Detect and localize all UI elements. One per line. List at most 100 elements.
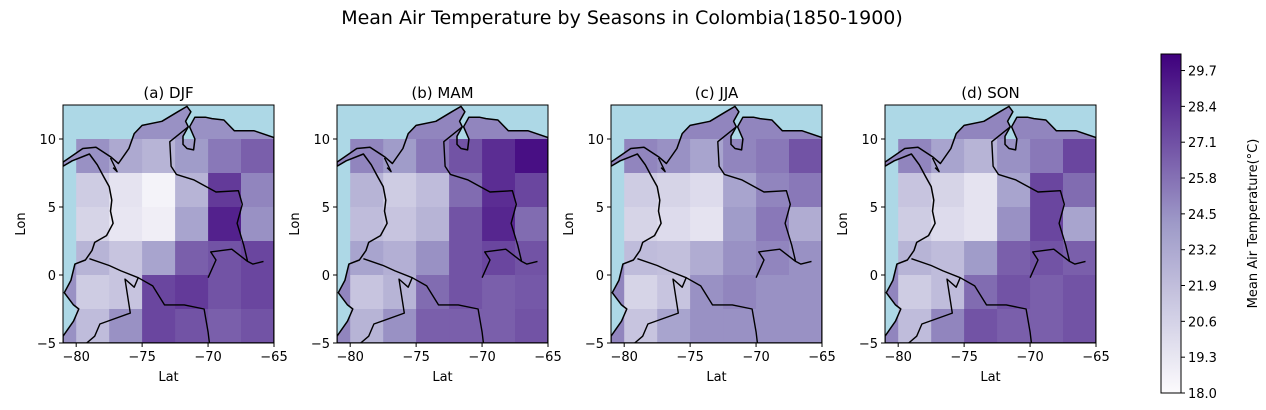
heatmap-cell [690, 207, 724, 242]
x-tick-label: −75 [950, 350, 977, 365]
map-panel-3: (c) JJA −80 −75 −70 −65 10 5 0 −5 Lat Lon [562, 84, 836, 385]
colorbar-tick-label: 23.2 [1188, 244, 1217, 259]
panel-title: (b) MAM [411, 84, 473, 102]
heatmap-cell [789, 241, 822, 276]
heatmap-cell [723, 173, 757, 208]
heatmap-cell [789, 173, 822, 208]
heatmap-cell [624, 275, 658, 310]
heatmap-cell [624, 207, 658, 242]
heatmap-cell [416, 241, 450, 276]
panel-title: (d) SON [961, 84, 1020, 102]
country-border [137, 277, 211, 343]
country-border [86, 258, 139, 343]
x-axis-label: Lat [158, 370, 178, 385]
coastline [337, 105, 548, 343]
heatmap-cell [1063, 241, 1096, 276]
heatmap-cell [789, 309, 822, 343]
axes-frame [336, 104, 549, 344]
y-tick-label: −5 [585, 337, 604, 352]
y-tick-label: 5 [870, 201, 878, 216]
heatmap-cell [350, 275, 384, 310]
heatmap-cell [416, 173, 450, 208]
heatmap-cell [997, 207, 1031, 242]
colorbar-tick-label: 27.1 [1188, 136, 1217, 151]
heatmap-cell [964, 309, 998, 343]
colorbar-label: Mean Air Temperature(°C) [1246, 139, 1261, 309]
heatmap-cell [208, 309, 242, 343]
x-tick-label: −70 [742, 350, 769, 365]
y-tick-label: 0 [870, 269, 878, 284]
heatmap-cell [964, 207, 998, 242]
x-tick-label: −80 [62, 350, 89, 365]
y-tick-label: 10 [313, 133, 330, 148]
map-area [63, 105, 274, 343]
map-area [337, 105, 548, 343]
figure-title: Mean Air Temperature by Seasons in Colom… [341, 7, 903, 29]
heatmap-cell [175, 207, 209, 242]
heatmap-cell [515, 241, 548, 276]
heatmap-cell [624, 139, 658, 174]
heatmap-cell [756, 207, 790, 242]
heatmap-cell [350, 207, 384, 242]
heatmap-cell [756, 309, 790, 343]
heatmap-cell [416, 275, 450, 310]
y-tick-label: 0 [596, 269, 604, 284]
y-tick-label: 10 [861, 133, 878, 148]
heatmap-cell [482, 275, 516, 310]
x-axis-label: Lat [706, 370, 726, 385]
country-border [383, 157, 392, 173]
axes-frame [610, 104, 823, 344]
y-tick-label: 10 [39, 133, 56, 148]
heatmap-cell [898, 207, 932, 242]
country-border [959, 277, 1033, 343]
heatmap-cell [964, 275, 998, 310]
heatmap-cell [1063, 207, 1096, 242]
heatmap-cell [931, 207, 965, 242]
colorbar-tick-label: 19.3 [1188, 351, 1217, 366]
colorbar-tick-label: 25.8 [1188, 172, 1217, 187]
y-tick-label: −5 [37, 337, 56, 352]
heatmap-cell [383, 241, 417, 276]
heatmap-cell [1030, 207, 1064, 242]
heatmap-cell [515, 173, 548, 208]
heatmap-cell [997, 309, 1031, 343]
heatmap-cell [142, 275, 176, 310]
x-tick-label: −80 [884, 350, 911, 365]
heatmap-cell [964, 173, 998, 208]
x-tick-label: −75 [128, 350, 155, 365]
y-tick-label: 0 [322, 269, 330, 284]
y-axis-label: Lon [836, 212, 851, 235]
x-tick-label: −75 [676, 350, 703, 365]
heatmap-cell [449, 275, 483, 310]
heatmap-cell [723, 241, 757, 276]
country-border [657, 157, 666, 173]
x-tick-label: −65 [534, 350, 561, 365]
heatmap-cell [515, 207, 548, 242]
heatmap-cell [142, 173, 176, 208]
colorbar-tick-label: 18.0 [1188, 387, 1217, 402]
heatmap-cell [208, 241, 242, 276]
country-border [207, 248, 249, 278]
heatmap-cell [756, 139, 790, 174]
y-tick-label: −5 [859, 337, 878, 352]
axes-frame [884, 104, 1097, 344]
heatmap-cell [208, 275, 242, 310]
heatmap-cell [109, 173, 143, 208]
colorbar-tick-label: 28.4 [1188, 100, 1217, 115]
heatmap-cell [690, 309, 724, 343]
x-tick-label: −65 [260, 350, 287, 365]
heatmap-cell [515, 139, 548, 174]
heatmap-cell [142, 241, 176, 276]
heatmap-cell [142, 309, 176, 343]
heatmap-cell [482, 207, 516, 242]
heatmap-cell [482, 241, 516, 276]
heatmap-cell [76, 275, 110, 310]
x-tick-label: −80 [610, 350, 637, 365]
heatmap-cell [515, 309, 548, 343]
y-axis-label: Lon [14, 212, 29, 235]
heatmap-cell [1030, 139, 1064, 174]
heatmap-cell [76, 139, 110, 174]
heatmap-cell [175, 173, 209, 208]
y-axis-label: Lon [288, 212, 303, 235]
colorbar-tick-label: 29.7 [1188, 65, 1217, 80]
